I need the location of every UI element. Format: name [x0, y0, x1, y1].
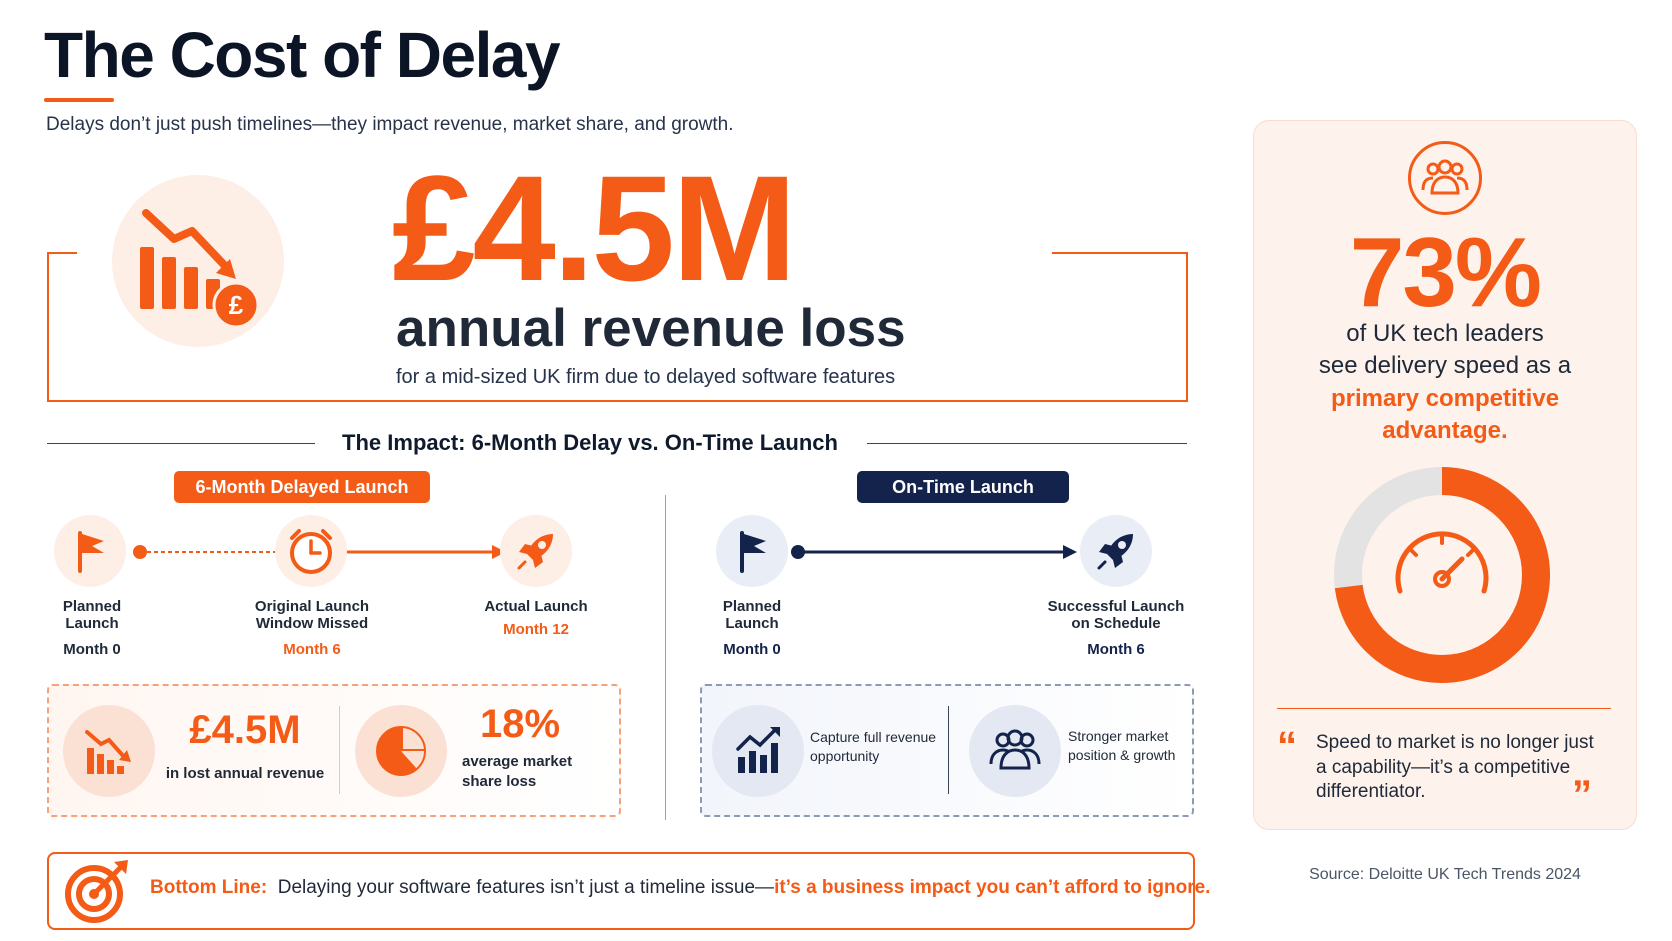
- page-title: The Cost of Delay: [44, 19, 561, 91]
- growth-chart-icon: [712, 705, 804, 797]
- timeline-dot: [133, 545, 147, 559]
- ontime-step-2-month: Month 6: [1087, 641, 1145, 658]
- hero-frame-bottom: [47, 400, 1188, 402]
- donut-value-arc: [1334, 467, 1550, 683]
- source-citation: Source: Deloitte UK Tech Trends 2024: [1309, 866, 1581, 883]
- speedometer-icon: [1395, 531, 1489, 594]
- pie-chart-icon: [355, 705, 447, 797]
- title-underline: [44, 98, 114, 102]
- svg-text:£: £: [229, 290, 244, 320]
- stat-highlight: primary competitive advantage.: [1330, 384, 1560, 445]
- box-separator: [948, 706, 949, 794]
- delayed-step-3-month: Month 12: [503, 621, 569, 638]
- speed-donut-chart: [1334, 467, 1550, 683]
- market-share-caption: average market share loss: [462, 753, 573, 790]
- bottom-line-banner: [47, 852, 1195, 930]
- hero-headline: annual revenue loss: [396, 299, 906, 358]
- quote-rule: [1277, 708, 1611, 709]
- column-divider: [665, 495, 666, 820]
- section-rule-left: [47, 443, 315, 444]
- planned-launch-flag-icon: [716, 515, 788, 587]
- ontime-step-1-label: Planned Launch: [722, 598, 782, 633]
- page-subtitle: Delays don’t just push timelines—they im…: [46, 114, 734, 135]
- bottom-line-lead: Bottom Line:: [150, 877, 268, 898]
- sidebar-quote: Speed to market is no longer just a capa…: [1316, 732, 1594, 803]
- delayed-step-2-label: Original Launch Window Missed: [254, 598, 370, 633]
- ontime-step-2-label: Successful Launch on Schedule: [1047, 598, 1185, 633]
- target-icon: [62, 856, 132, 931]
- section-rule-right: [867, 443, 1187, 444]
- bottom-line-emphasis: it’s a business impact you can’t afford …: [774, 877, 1211, 898]
- rocket-icon: [500, 515, 572, 587]
- delayed-step-1-month: Month 0: [63, 641, 121, 658]
- hero-value: £4.5M: [392, 144, 797, 312]
- rocket-icon: [1080, 515, 1152, 587]
- delayed-step-2-month: Month 6: [283, 641, 341, 658]
- delayed-step-3-label: Actual Launch: [484, 598, 588, 615]
- bottom-line-text: Bottom Line: Delaying your software feat…: [150, 877, 1210, 899]
- quote-close-mark: ”: [1572, 773, 1592, 817]
- bottom-line-body: Delaying your software features isn’t ju…: [277, 877, 775, 898]
- market-share-value: 18%: [479, 702, 561, 746]
- lost-revenue-value: £4.5M: [189, 708, 301, 752]
- ontime-step-1-month: Month 0: [723, 641, 781, 658]
- revenue-decline-icon: £: [112, 175, 284, 347]
- team-icon: [969, 705, 1061, 797]
- ontime-timeline-connector: [803, 545, 1077, 559]
- alarm-clock-icon: [275, 515, 347, 587]
- stat-description: of UK tech leaders see delivery speed as…: [1253, 318, 1637, 448]
- stat-line-1: of UK tech leaders: [1346, 320, 1544, 347]
- lost-revenue-caption: in lost annual revenue: [165, 765, 325, 782]
- quote-open-mark: “: [1277, 724, 1297, 768]
- hero-note: for a mid-sized UK firm due to delayed s…: [396, 366, 896, 388]
- stat-percentage: 73%: [1349, 217, 1542, 327]
- ontime-launch-tag: On-Time Launch: [857, 471, 1069, 503]
- delayed-launch-tag: 6-Month Delayed Launch: [174, 471, 430, 503]
- planned-launch-flag-icon: [54, 515, 126, 587]
- impact-section-title: The Impact: 6-Month Delay vs. On-Time La…: [342, 430, 838, 455]
- benefit-market: Stronger market position & growth: [1068, 728, 1176, 763]
- revenue-decline-icon: [63, 705, 155, 797]
- delayed-timeline-connector: [140, 545, 506, 559]
- benefit-revenue: Capture full revenue opportunity: [810, 729, 937, 764]
- hero-frame-right: [1052, 252, 1188, 402]
- delayed-step-1-label: Planned Launch: [62, 598, 122, 633]
- people-group-icon: [1408, 141, 1482, 215]
- box-separator: [339, 706, 340, 794]
- timeline-dot: [791, 545, 805, 559]
- stat-line-2: see delivery speed as a: [1318, 352, 1572, 380]
- hero-frame: [47, 252, 77, 402]
